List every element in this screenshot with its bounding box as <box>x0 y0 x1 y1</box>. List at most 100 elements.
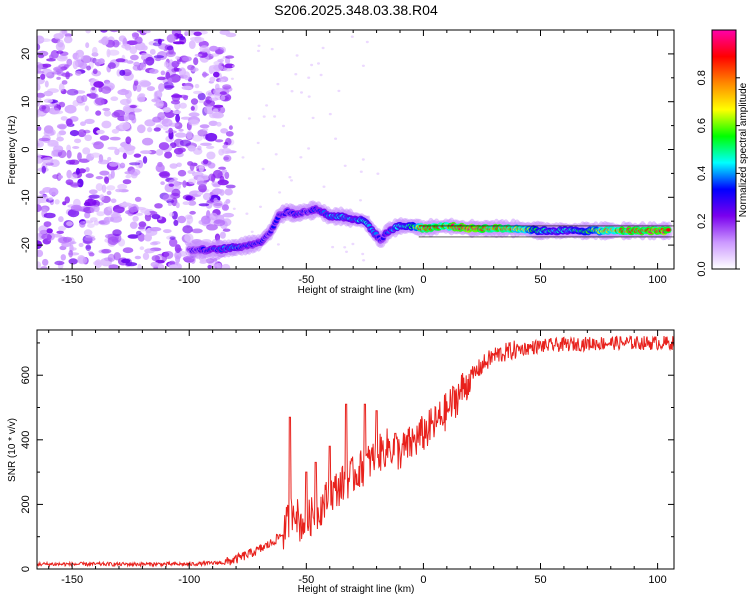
noise-cell <box>193 57 199 66</box>
noise-cell <box>182 201 190 206</box>
noise-cell <box>84 236 96 242</box>
noise-cell <box>361 158 365 161</box>
noise-cell <box>198 99 205 104</box>
noise-cell <box>168 127 173 134</box>
noise-cell <box>212 188 223 195</box>
noise-cell <box>132 82 137 92</box>
noise-cell <box>125 136 132 145</box>
noise-cell <box>197 191 203 196</box>
spectrogram-x-tick-label: -50 <box>298 274 314 286</box>
noise-cell <box>176 162 182 168</box>
noise-cell <box>107 173 113 180</box>
noise-cell <box>85 42 90 49</box>
noise-cell <box>225 55 235 59</box>
noise-cell <box>203 99 215 107</box>
noise-cell <box>144 213 152 222</box>
noise-cell <box>187 64 195 71</box>
noise-cell <box>188 112 200 117</box>
noise-cell <box>77 256 88 265</box>
noise-cell <box>40 266 48 269</box>
noise-cell <box>208 120 218 127</box>
noise-cell <box>69 159 80 165</box>
noise-cell <box>113 252 121 261</box>
noise-cell <box>163 61 169 68</box>
noise-cell <box>137 226 145 230</box>
noise-cell <box>321 46 325 50</box>
noise-cell <box>199 260 207 264</box>
snr-y-tick-label: 0 <box>20 566 32 572</box>
noise-cell <box>328 112 332 116</box>
noise-cell <box>119 98 131 106</box>
noise-cell <box>37 43 41 51</box>
spectrogram-y-tick-label: 10 <box>20 96 32 108</box>
noise-cell <box>178 128 184 132</box>
noise-cell <box>343 246 347 249</box>
noise-cell <box>140 150 152 155</box>
noise-cell <box>213 64 224 71</box>
noise-cell <box>153 103 164 107</box>
noise-cell <box>48 187 59 196</box>
noise-cell <box>218 166 227 170</box>
noise-cell <box>84 212 91 219</box>
noise-cell <box>53 145 64 153</box>
noise-cell <box>178 251 188 257</box>
noise-cell <box>220 58 224 61</box>
noise-cell <box>64 104 77 114</box>
noise-cell <box>127 234 139 239</box>
noise-cell <box>256 141 260 145</box>
noise-cell <box>310 63 314 67</box>
noise-cell <box>126 60 134 64</box>
noise-cell <box>141 45 148 51</box>
colorbar-gradient <box>712 30 736 269</box>
noise-cell <box>57 175 63 179</box>
noise-cell <box>223 154 232 162</box>
noise-cell <box>121 258 131 264</box>
noise-cell <box>196 180 207 186</box>
noise-cell <box>158 172 170 177</box>
noise-cell <box>173 66 178 72</box>
noise-cell <box>221 169 228 173</box>
spectrogram-ridge <box>185 200 674 260</box>
noise-cell <box>153 127 161 132</box>
colorbar-tick-label: 0.8 <box>696 70 708 85</box>
noise-cell <box>209 97 219 101</box>
noise-cell <box>54 199 60 205</box>
noise-cell <box>145 211 151 216</box>
noise-cell <box>213 219 226 227</box>
noise-cell <box>134 196 142 202</box>
noise-cell <box>334 137 338 140</box>
noise-cell <box>94 97 106 106</box>
noise-cell <box>245 212 249 215</box>
noise-cell <box>122 152 127 159</box>
noise-cell <box>219 231 226 239</box>
noise-cell <box>132 215 139 222</box>
noise-cell <box>101 86 112 94</box>
noise-cell <box>65 179 74 186</box>
noise-cell <box>39 104 46 112</box>
noise-cell <box>225 32 237 38</box>
noise-cell <box>113 208 125 213</box>
noise-cell <box>66 88 79 96</box>
noise-cell <box>169 238 178 247</box>
colorbar-tick-label: 0.2 <box>696 214 708 229</box>
noise-cell <box>109 136 121 141</box>
noise-cell <box>175 255 181 264</box>
noise-cell <box>205 258 215 264</box>
noise-cell <box>119 69 126 76</box>
spectrogram-x-tick-label: 100 <box>648 274 666 286</box>
noise-cell <box>65 71 70 80</box>
noise-cell <box>100 30 108 33</box>
noise-cell <box>146 86 155 92</box>
noise-cell <box>104 176 110 184</box>
noise-cell <box>216 262 222 269</box>
noise-cell <box>78 158 90 163</box>
noise-cell <box>106 190 112 196</box>
noise-cell <box>47 88 59 94</box>
noise-cell <box>93 205 100 213</box>
noise-cell <box>84 198 97 206</box>
noise-cell <box>88 252 95 257</box>
noise-cell <box>137 124 146 134</box>
noise-cell <box>169 236 176 240</box>
